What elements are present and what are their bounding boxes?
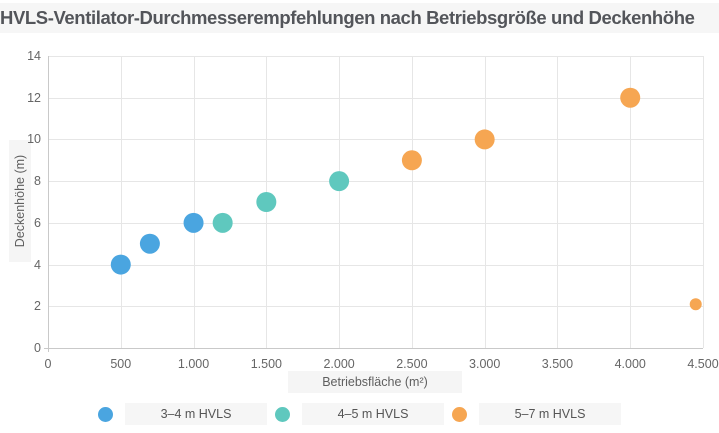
y-tick-label: 12 <box>27 90 41 105</box>
x-tick-label: 4.000 <box>614 357 646 371</box>
chart-title: HVLS-Ventilator-Durchmesserempfehlungen … <box>0 3 719 33</box>
x-tick-label: 2.500 <box>396 357 428 371</box>
data-point[interactable] <box>474 129 495 150</box>
x-tick-label: 4.500 <box>687 357 719 371</box>
legend-item[interactable]: 5–7 m HVLS <box>452 403 621 425</box>
x-axis-title: Betriebsfläche (m²) <box>288 371 462 393</box>
y-tick-label: 6 <box>34 215 41 230</box>
y-tick-label: 0 <box>34 341 41 355</box>
x-tick-label: 1.500 <box>250 357 282 371</box>
data-point[interactable] <box>329 171 350 192</box>
x-tick-label: 2.000 <box>323 357 355 371</box>
x-tick-label: 3.000 <box>469 357 501 371</box>
chart-canvas <box>44 56 704 352</box>
plot-area: Deckenhöhe (m) Betriebsfläche (m²) 0 2 4 6 8… <box>0 36 719 400</box>
legend-label: 5–7 m HVLS <box>479 403 621 425</box>
data-point[interactable] <box>110 254 131 275</box>
legend-item[interactable]: 4–5 m HVLS <box>275 403 444 425</box>
legend-marker-icon <box>98 406 113 422</box>
legend-marker-icon <box>275 406 290 422</box>
data-point[interactable] <box>139 233 160 254</box>
legend-marker-icon <box>452 406 467 422</box>
data-point[interactable] <box>620 87 641 108</box>
y-axis-title: Deckenhöhe (m) <box>9 140 31 262</box>
legend-label: 4–5 m HVLS <box>302 403 444 425</box>
x-tick-label: 1.000 <box>177 357 210 371</box>
data-point[interactable] <box>401 150 422 171</box>
legend-item[interactable]: 3–4 m HVLS <box>98 403 267 425</box>
y-tick-label: 2 <box>34 299 41 314</box>
x-tick-label: 3.500 <box>541 357 574 371</box>
y-tick-label: 4 <box>34 257 41 272</box>
legend-label: 3–4 m HVLS <box>125 403 267 425</box>
data-point[interactable] <box>689 298 702 311</box>
legend: 3–4 m HVLS 4–5 m HVLS 5–7 m HVLS <box>0 401 719 427</box>
y-tick-label: 8 <box>34 174 41 189</box>
y-tick-label: 10 <box>27 132 41 147</box>
data-point[interactable] <box>256 192 277 212</box>
data-point[interactable] <box>212 212 233 233</box>
y-tick-label: 14 <box>27 49 41 63</box>
x-tick-label: 500 <box>110 357 132 371</box>
x-tick-label: 0 <box>44 357 52 371</box>
data-point[interactable] <box>183 212 204 233</box>
